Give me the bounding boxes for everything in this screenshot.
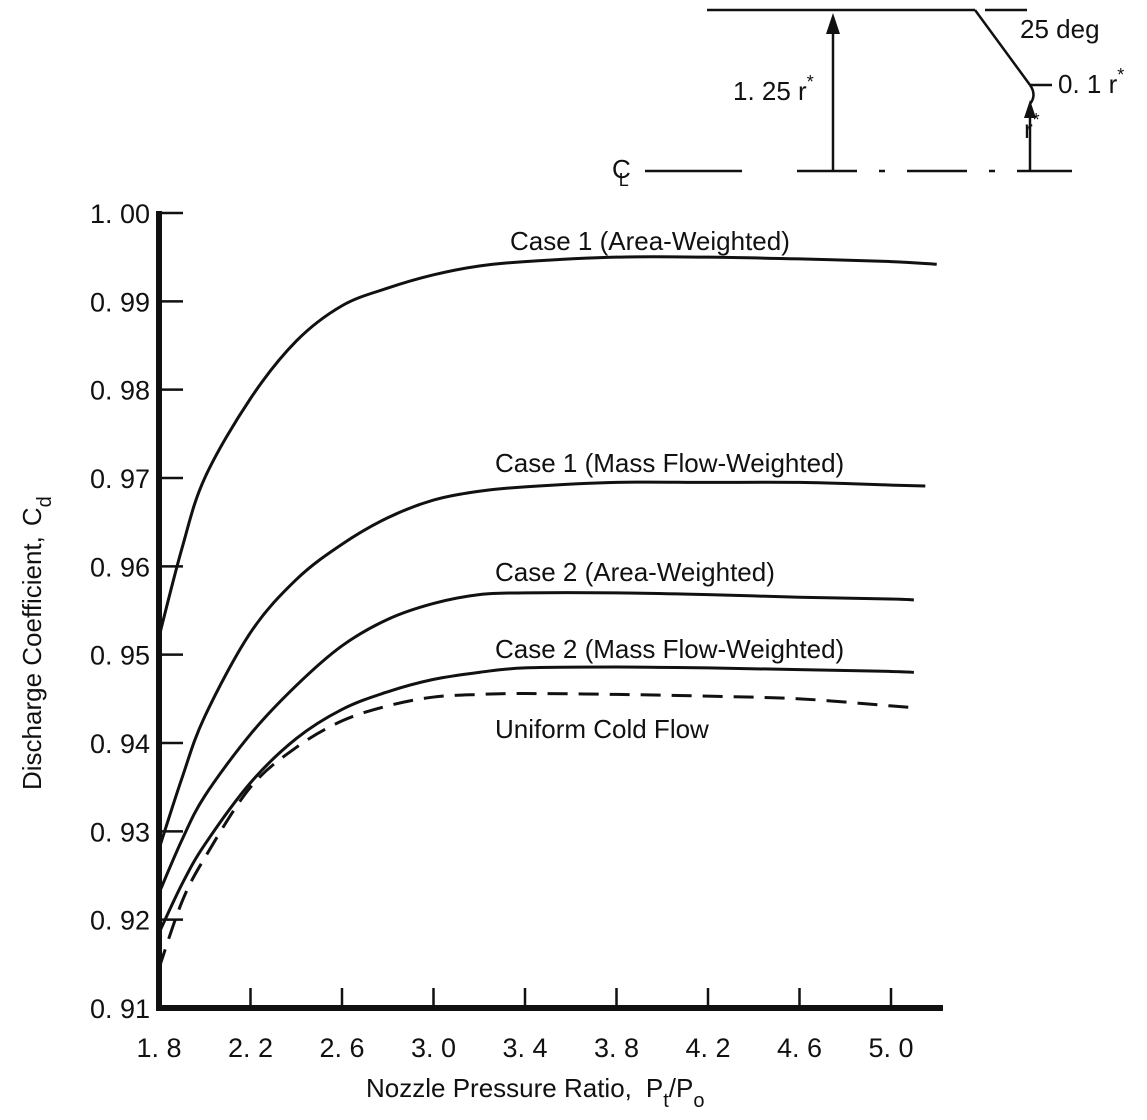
radius-label-text: 1. 25 r — [733, 76, 807, 106]
x-axis-symbol-p: P — [646, 1073, 663, 1103]
throat-lip-arc — [1028, 84, 1035, 105]
series-line-5 — [157, 692, 914, 969]
x-tick-label: 2. 2 — [228, 1033, 273, 1063]
y-axis-title-text: Discharge Coefficient, — [17, 536, 47, 790]
angle-label: 25 deg — [1020, 14, 1100, 44]
centerline-symbol-sub: L — [619, 170, 629, 190]
series-label-case1-mass: Case 1 (Mass Flow-Weighted) — [495, 448, 844, 478]
y-tick-label: 0. 99 — [90, 287, 150, 317]
y-tick-label: 0. 94 — [90, 729, 150, 759]
x-tick-label: 3. 4 — [502, 1033, 547, 1063]
y-tick-label: 1. 00 — [90, 199, 150, 229]
y-tick-label: 0. 98 — [90, 376, 150, 406]
series-label-case2-mass: Case 2 (Mass Flow-Weighted) — [495, 634, 844, 664]
x-tick-label: 5. 0 — [868, 1033, 913, 1063]
y-tick-label: 0. 97 — [90, 464, 150, 494]
x-tick-label: 3. 8 — [594, 1033, 639, 1063]
throat-radius-star: * — [1033, 110, 1040, 130]
y-tick-label: 0. 96 — [90, 552, 150, 582]
x-axis-title-text: Nozzle Pressure Ratio, — [366, 1073, 632, 1103]
radius-arrow-head — [826, 13, 840, 34]
y-tick-label: 0. 91 — [90, 994, 150, 1024]
series-line-1 — [157, 255, 937, 638]
lip-radius-star: * — [1117, 65, 1124, 85]
x-axis-symbol-t: t — [663, 1090, 669, 1112]
y-tick-label: 0. 92 — [90, 906, 150, 936]
throat-radius-text: r — [1024, 114, 1033, 144]
lip-radius-text: 0. 1 r — [1058, 69, 1118, 99]
centerline-symbol-main: C — [612, 154, 631, 184]
y-tick-label: 0. 93 — [90, 817, 150, 847]
x-axis-symbol-p2: P — [676, 1073, 693, 1103]
series-label-case2-area: Case 2 (Area-Weighted) — [495, 557, 775, 587]
lip-radius-label: 0. 1 r* — [1058, 65, 1124, 99]
series-label-case1-area: Case 1 (Area-Weighted) — [510, 226, 790, 256]
y-axis-title-group: Discharge Coefficient, Cd — [17, 496, 56, 790]
nozzle-geometry-inset: 25 deg 0. 1 r* 1. 25 r* r* CL — [612, 8, 1124, 190]
x-tick-label: 4. 6 — [777, 1033, 822, 1063]
radius-label-star: * — [807, 72, 814, 92]
centerline-symbol: CL — [612, 154, 631, 190]
y-tick-label: 0. 95 — [90, 641, 150, 671]
y-ticks: 0. 91 0. 92 0. 93 0. 94 0. 95 0. 96 0. 97 0. 98… — [90, 199, 183, 1024]
y-axis-symbol-d: d — [34, 496, 56, 507]
x-tick-label: 1. 8 — [136, 1033, 181, 1063]
x-axis-symbol-o: o — [693, 1090, 704, 1112]
nozzle-convergent-line — [973, 9, 1032, 86]
x-ticks: 1. 8 2. 2 2. 6 3. 0 3. 4 3. 8 4. 2 4. 6 5. 0 — [136, 988, 914, 1063]
x-axis-symbol-slash: / — [669, 1073, 677, 1103]
y-axis-title: Discharge Coefficient, Cd — [17, 496, 56, 790]
radius-label: 1. 25 r* — [733, 72, 814, 106]
series-label-uniform: Uniform Cold Flow — [495, 714, 709, 744]
series-line-2 — [157, 480, 926, 850]
throat-radius-label: r* — [1024, 110, 1040, 144]
series-line-4 — [157, 665, 914, 934]
series-labels: Case 1 (Area-Weighted) Case 1 (Mass Flow… — [495, 226, 844, 744]
throat-arrow-head — [1024, 100, 1036, 118]
series-lines — [157, 255, 937, 969]
x-tick-label: 3. 0 — [411, 1033, 456, 1063]
axes — [156, 211, 943, 1011]
y-axis-symbol-c: C — [17, 507, 47, 526]
series-line-3 — [157, 591, 914, 894]
x-tick-label: 2. 6 — [319, 1033, 364, 1063]
x-tick-label: 4. 2 — [685, 1033, 730, 1063]
x-axis-title: Nozzle Pressure Ratio, Pt/Po — [366, 1073, 705, 1112]
